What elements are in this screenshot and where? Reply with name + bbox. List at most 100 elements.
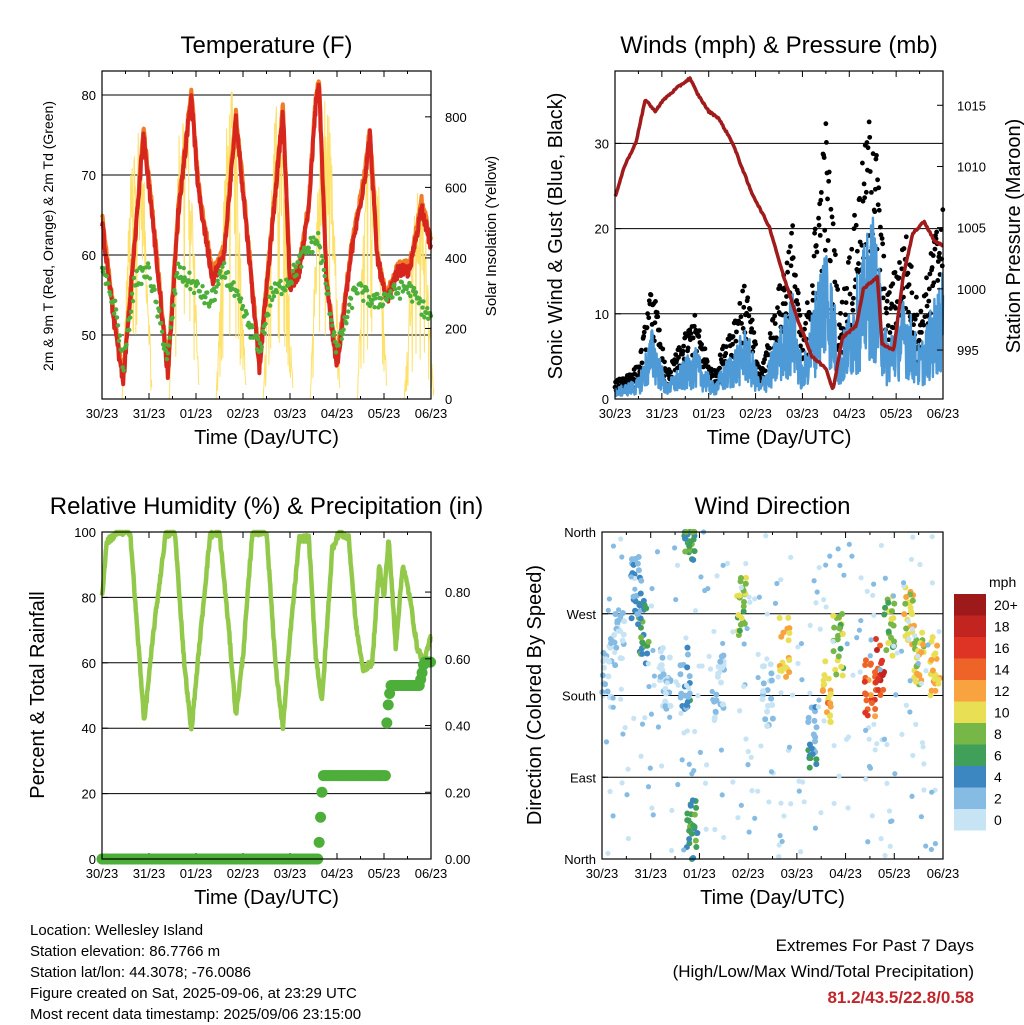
legend-label: 4: [994, 769, 1002, 785]
direction-point: [684, 651, 691, 658]
direction-point: [813, 724, 820, 731]
gust-point: [847, 291, 853, 297]
direction-point: [607, 788, 613, 795]
direction-point: [774, 580, 780, 587]
gust-point: [935, 259, 941, 264]
y-tick-label: North: [564, 852, 596, 867]
direction-point: [703, 826, 709, 832]
direction-point: [764, 656, 770, 662]
direction-point: [760, 663, 767, 670]
direction-point: [768, 677, 775, 684]
gust-point: [874, 153, 879, 158]
gust-point: [897, 260, 902, 265]
dewpoint-point: [329, 318, 334, 323]
temperature-panel: 30/23 31/23 01/23 02/23 03/23 04/23 05/23 06/23…: [40, 32, 500, 449]
gust-point: [797, 312, 803, 318]
dewpoint-point: [326, 291, 331, 296]
gust-point: [723, 351, 729, 356]
direction-point: [888, 634, 895, 641]
direction-point: [684, 664, 691, 671]
direction-point: [918, 814, 924, 820]
direction-point: [839, 672, 846, 679]
direction-point: [610, 695, 616, 701]
y-tick-label: 0: [89, 852, 96, 867]
wind-direction-panel: 30/23 31/23 01/23 02/23 03/23 04/23 05/23 06/23…: [524, 493, 1018, 909]
gust-point: [857, 195, 862, 201]
y-tick-label: West: [567, 607, 597, 622]
direction-point: [743, 574, 750, 581]
direction-point: [869, 813, 875, 819]
direction-point: [919, 740, 926, 746]
direction-point: [677, 694, 684, 701]
y-axis-label: Direction (Colored By Speed): [524, 565, 546, 825]
gust-point: [869, 189, 874, 195]
gust-point: [896, 275, 902, 281]
gust-point: [859, 242, 865, 248]
x-axis-label: Time (Day/UTC): [194, 887, 339, 909]
direction-point: [814, 589, 820, 595]
direction-point: [768, 695, 775, 702]
gust-point: [803, 320, 809, 326]
dewpoint-point: [384, 297, 390, 303]
direction-point: [902, 600, 909, 607]
direction-point: [766, 799, 772, 805]
gust-point: [795, 301, 801, 307]
dewpoint-point: [393, 286, 398, 292]
direction-point: [737, 575, 744, 582]
direction-point: [741, 683, 747, 690]
gust-point: [856, 261, 861, 266]
direction-point: [818, 810, 824, 816]
gust-point: [639, 347, 644, 353]
dewpoint-point: [419, 312, 424, 317]
direction-point: [636, 602, 643, 609]
direction-point: [692, 608, 699, 614]
gust-point: [668, 369, 674, 375]
gust-point: [811, 253, 817, 259]
gust-point: [751, 330, 757, 335]
direction-point: [635, 621, 642, 628]
legend-swatch: [954, 615, 986, 637]
dewpoint-point: [266, 312, 271, 318]
gust-point: [932, 246, 938, 252]
dewpoint-point: [397, 296, 403, 301]
legend-swatch: [954, 701, 986, 723]
dewpoint-point: [331, 329, 337, 335]
direction-point: [678, 710, 684, 716]
direction-point: [611, 632, 618, 639]
direction-point: [929, 789, 935, 795]
gust-point: [696, 334, 702, 339]
gust-point: [814, 249, 820, 255]
gust-point: [738, 314, 744, 320]
direction-point: [687, 802, 694, 809]
dewpoint-point: [238, 296, 244, 301]
gust-point: [681, 343, 686, 349]
dewpoint-point: [296, 260, 301, 265]
direction-point: [645, 784, 652, 790]
gust-point: [639, 360, 645, 366]
gust-point: [734, 329, 739, 335]
precip-point: [313, 836, 325, 848]
dewpoint-point: [321, 267, 327, 273]
direction-point: [682, 548, 689, 555]
direction-point: [730, 629, 736, 635]
dewpoint-point: [269, 297, 275, 303]
direction-point: [684, 817, 691, 824]
dewpoint-point: [166, 343, 171, 348]
direction-point: [819, 687, 826, 694]
direction-point: [811, 717, 818, 724]
dewpoint-point: [361, 298, 366, 303]
direction-point: [929, 634, 936, 641]
direction-point: [781, 813, 787, 819]
x-tick-label: 06/23: [927, 866, 960, 881]
direction-point: [764, 611, 770, 617]
dewpoint-point: [235, 288, 240, 294]
direction-point: [862, 661, 869, 668]
x-tick-label: 01/23: [180, 866, 213, 881]
direction-point: [737, 621, 744, 628]
direction-point: [775, 674, 781, 680]
dewpoint-point: [215, 278, 220, 283]
direction-point: [906, 636, 912, 642]
direction-point: [821, 718, 827, 724]
gust-point: [795, 290, 801, 296]
direction-point: [827, 700, 834, 707]
